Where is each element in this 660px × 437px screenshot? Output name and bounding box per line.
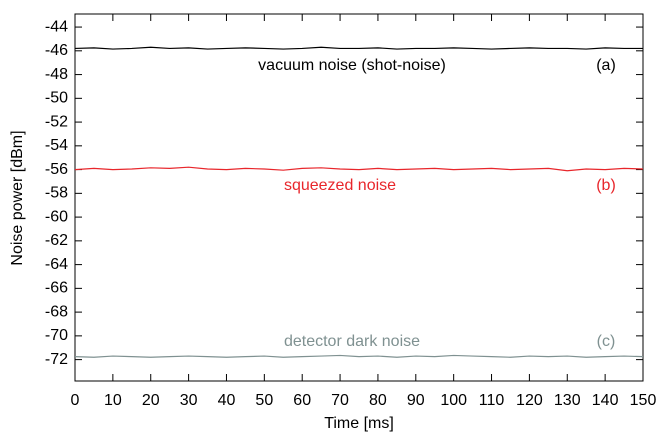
x-tick-label: 150 — [630, 392, 657, 409]
annotation: (b) — [596, 177, 616, 194]
annotation: (a) — [596, 57, 616, 74]
annotation: squeezed noise — [284, 177, 396, 194]
x-tick-label: 20 — [142, 392, 160, 409]
annotation: (c) — [597, 333, 616, 350]
x-tick-label: 30 — [180, 392, 198, 409]
x-tick-label: 60 — [293, 392, 311, 409]
series-line — [74, 46, 643, 50]
y-tick-label: -56 — [45, 161, 68, 178]
x-tick-label: 10 — [104, 392, 122, 409]
series-line — [74, 166, 644, 172]
annotation: vacuum noise (shot-noise) — [258, 57, 446, 74]
x-tick-label: 70 — [331, 392, 349, 409]
plot-frame — [74, 13, 644, 382]
y-tick-label: -54 — [45, 137, 68, 154]
y-tick-label: -52 — [45, 113, 68, 130]
y-tick-label: -60 — [45, 208, 68, 225]
x-tick-label: 90 — [407, 392, 425, 409]
x-tick-label: 50 — [255, 392, 273, 409]
y-tick-label: -68 — [45, 303, 68, 320]
y-tick-label: -64 — [45, 256, 68, 273]
x-tick-label: 110 — [479, 392, 505, 409]
annotation: detector dark noise — [284, 333, 420, 350]
y-tick-label: -48 — [45, 66, 68, 83]
x-tick-label: 120 — [516, 392, 543, 409]
y-tick-label: -70 — [45, 327, 68, 344]
y-tick-label: -46 — [45, 42, 68, 59]
y-tick-label: -72 — [45, 351, 68, 368]
x-tick-label: 140 — [592, 392, 619, 409]
x-tick-label: 40 — [218, 392, 236, 409]
y-tick-label: -58 — [45, 185, 68, 202]
series-line — [74, 354, 644, 358]
y-tick-label: -50 — [45, 90, 68, 107]
y-axis-label: Noise power [dBm] — [9, 130, 26, 265]
x-tick-label: 0 — [71, 392, 80, 409]
y-tick-label: -62 — [45, 232, 68, 249]
y-tick-label: -66 — [45, 280, 68, 297]
x-tick-label: 100 — [440, 392, 467, 409]
x-tick-label: 130 — [554, 392, 581, 409]
y-tick-label: -44 — [45, 18, 68, 35]
x-tick-label: 80 — [369, 392, 387, 409]
x-axis-label: Time [ms] — [324, 415, 394, 432]
